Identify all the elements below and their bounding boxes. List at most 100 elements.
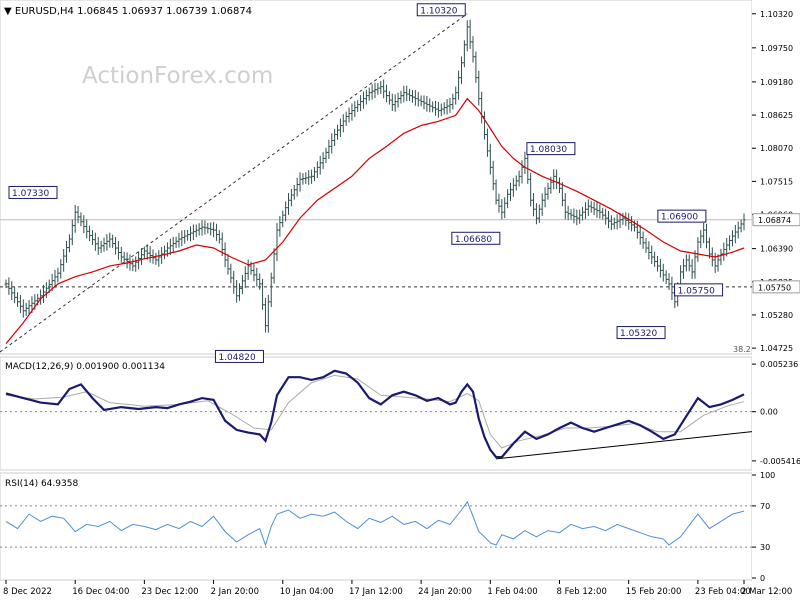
annotation-box [616, 326, 666, 340]
price-bar [275, 222, 279, 262]
price-bar [670, 276, 674, 301]
price-bar [209, 222, 213, 236]
axis-layer: 1.10320 1.09750 1.09180 1.08625 1.08070 1.075… [3, 10, 800, 597]
price-bar [119, 246, 123, 263]
price-bar [465, 20, 469, 52]
price-bar [713, 252, 717, 274]
price-bar [229, 263, 233, 284]
price-bar [142, 246, 146, 260]
rsi-tick-label: 70 [760, 502, 770, 511]
price-bar [612, 217, 616, 230]
price-bar [180, 230, 184, 247]
price-bar [240, 275, 244, 295]
price-bar [387, 91, 391, 105]
price-bar [148, 246, 152, 263]
price-tick-label: 1.09180 [760, 78, 793, 87]
price-bar [252, 263, 256, 282]
price-bar [607, 211, 611, 229]
price-bar [232, 270, 236, 294]
price-bar [393, 94, 397, 112]
price-bar [16, 292, 20, 307]
x-tick-label: 8 Feb 12:00 [557, 587, 607, 597]
price-bar [327, 139, 331, 160]
price-bar [361, 91, 365, 109]
price-bar [575, 209, 579, 226]
grid-layer [0, 13, 752, 548]
price-bar [295, 177, 299, 197]
price-bar [321, 152, 325, 170]
annotation-label: 1.07330 [12, 189, 49, 199]
price-bar [644, 237, 648, 253]
price-bar [373, 82, 377, 99]
macd-tick-label: -0.005416 [760, 457, 800, 466]
price-bar [194, 224, 198, 238]
price-bar [289, 188, 293, 207]
price-bar [330, 133, 334, 154]
x-tick-label: 24 Jan 20:00 [418, 587, 472, 597]
price-bar [333, 128, 337, 147]
price-bar [578, 209, 582, 224]
price-tick-label: 1.08625 [760, 111, 793, 120]
price-bar [546, 182, 550, 200]
price-annotation: 1.08030 [526, 142, 576, 156]
price-bar [589, 201, 593, 213]
x-tick-label: 15 Feb 20:00 [626, 587, 682, 597]
price-tick-label: 1.07515 [760, 177, 793, 186]
price-bar [699, 230, 703, 249]
price-bar [171, 236, 175, 253]
price-bar [434, 100, 438, 116]
annotation-label: 1.05750 [678, 286, 715, 296]
price-panel[interactable] [0, 0, 753, 355]
price-bar [139, 248, 143, 266]
price-bar [315, 161, 319, 178]
annotation-label: 1.06900 [661, 213, 698, 223]
rsi-label: RSI(14) 64.9358 [5, 479, 78, 489]
price-bar [405, 85, 409, 102]
price-bar [324, 147, 328, 163]
moving-average-line [5, 97, 745, 344]
price-bar [408, 88, 412, 102]
price-annotation: 1.04820 [214, 349, 264, 363]
price-bar [436, 102, 440, 118]
price-bar [203, 220, 207, 235]
price-bar [304, 172, 308, 185]
watermark: ActionForex.com [82, 63, 273, 89]
price-bar [621, 212, 625, 225]
price-tick-label: 1.08070 [760, 144, 793, 153]
price-bar [742, 213, 746, 231]
price-bar [488, 143, 492, 175]
price-bar [439, 103, 443, 117]
price-annotation: 1.06900 [657, 209, 707, 223]
macd-tick-label: 0.00 [760, 408, 778, 417]
annotation-box [8, 185, 58, 199]
price-bar [500, 199, 504, 220]
price-bar [96, 237, 100, 255]
x-tick-label: 23 Feb 04:00 [695, 587, 751, 597]
price-bar [168, 238, 172, 256]
price-bar [641, 231, 645, 249]
chevron-down-icon[interactable]: ▼ [4, 6, 12, 17]
price-bar [131, 258, 135, 272]
price-bar [385, 84, 389, 103]
price-annotation: 1.05320 [616, 326, 666, 340]
price-bar [356, 100, 360, 112]
price-bar [583, 202, 587, 220]
annotation-label: 1.10320 [420, 6, 457, 16]
macd-panel[interactable] [0, 356, 753, 471]
price-bar [402, 85, 406, 103]
price-tick-label: 1.05280 [760, 311, 793, 320]
price-axis-bg [752, 0, 800, 600]
price-bar [287, 193, 291, 215]
rsi-tick-label: 30 [760, 543, 770, 552]
price-bar [661, 263, 665, 282]
price-bar [263, 297, 267, 333]
rsi-panel[interactable] [0, 472, 753, 581]
price-bar [448, 97, 452, 113]
price-bar [108, 232, 112, 248]
price-bar [134, 256, 138, 272]
price-bar [508, 182, 512, 202]
price-bar [347, 107, 351, 123]
price-bar [399, 90, 403, 104]
annotation-box [674, 283, 724, 297]
